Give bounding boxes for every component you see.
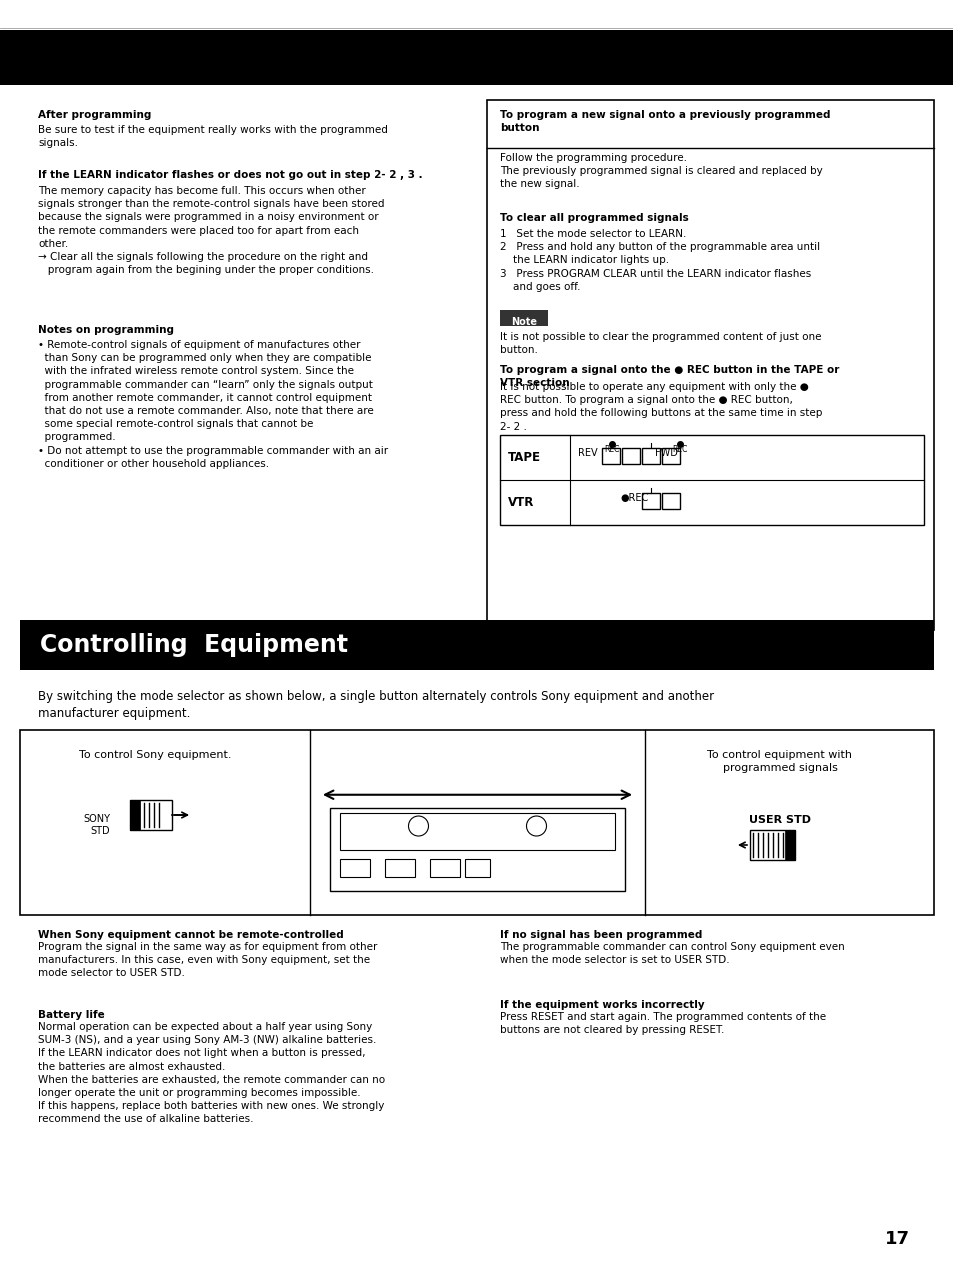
Text: Follow the programming procedure.
The previously programmed signal is cleared an: Follow the programming procedure. The pr…: [499, 153, 821, 190]
Text: To program a new signal onto a previously programmed
button: To program a new signal onto a previousl…: [499, 110, 830, 133]
Text: If the equipment works incorrectly: If the equipment works incorrectly: [499, 1000, 704, 1010]
Text: If the LEARN indicator flashes or does not go out in step 2- 2 , 3 .: If the LEARN indicator flashes or does n…: [38, 170, 422, 180]
Bar: [130, 799, 172, 830]
Text: SONY
STD: SONY STD: [83, 813, 110, 836]
Bar: [661, 492, 679, 509]
Text: Controlling  Equipment: Controlling Equipment: [40, 632, 348, 657]
Bar: [20, 620, 933, 669]
Bar: [464, 859, 490, 877]
Bar: [641, 448, 659, 464]
Bar: [499, 310, 547, 326]
Text: ●REC: ●REC: [619, 493, 648, 504]
Text: VTR: VTR: [507, 496, 534, 509]
Bar: [0, 31, 953, 85]
Text: To clear all programmed signals: To clear all programmed signals: [499, 213, 688, 223]
Bar: [601, 448, 619, 464]
Text: By switching the mode selector as shown below, a single button alternately contr: By switching the mode selector as shown …: [38, 690, 714, 720]
Text: It is not possible to operate any equipment with only the ●
REC button. To progr: It is not possible to operate any equipm…: [499, 382, 821, 432]
Text: The memory capacity has become full. This occurs when other
signals stronger tha: The memory capacity has become full. Thi…: [38, 186, 384, 275]
Bar: [430, 859, 459, 877]
Text: USER STD: USER STD: [748, 815, 810, 825]
Bar: [486, 99, 933, 630]
Text: TAPE: TAPE: [507, 451, 540, 464]
Bar: [784, 830, 794, 861]
Text: 17: 17: [884, 1230, 909, 1248]
Bar: [499, 435, 923, 525]
Text: FWD: FWD: [655, 449, 678, 459]
Bar: [621, 448, 639, 464]
Text: It is not possible to clear the programmed content of just one
button.: It is not possible to clear the programm…: [499, 332, 821, 356]
Text: To program a signal onto the ● REC button in the TAPE or
VTR section: To program a signal onto the ● REC butto…: [499, 365, 839, 388]
Text: If no signal has been programmed: If no signal has been programmed: [499, 929, 701, 940]
Text: REC: REC: [672, 445, 687, 454]
Bar: [130, 799, 140, 830]
Text: REC: REC: [603, 445, 619, 454]
Text: Battery life: Battery life: [38, 1010, 105, 1020]
Text: Be sure to test if the equipment really works with the programmed
signals.: Be sure to test if the equipment really …: [38, 125, 388, 148]
Text: To control Sony equipment.: To control Sony equipment.: [79, 750, 231, 760]
Bar: [385, 859, 415, 877]
Text: To control equipment with
programmed signals: To control equipment with programmed sig…: [707, 750, 852, 773]
Bar: [339, 859, 370, 877]
Text: Normal operation can be expected about a half year using Sony
SUM-3 (NS), and a : Normal operation can be expected about a…: [38, 1023, 385, 1125]
Text: When Sony equipment cannot be remote-controlled: When Sony equipment cannot be remote-con…: [38, 929, 343, 940]
Bar: [330, 807, 624, 891]
Text: Press RESET and start again. The programmed contents of the
buttons are not clea: Press RESET and start again. The program…: [499, 1012, 825, 1035]
Text: 1   Set the mode selector to LEARN.
2   Press and hold any button of the program: 1 Set the mode selector to LEARN. 2 Pres…: [499, 230, 820, 292]
Bar: [749, 830, 794, 861]
Text: Notes on programming: Notes on programming: [38, 325, 173, 335]
Text: • Remote-control signals of equipment of manufactures other
  than Sony can be p: • Remote-control signals of equipment of…: [38, 340, 388, 469]
Text: Program the signal in the same way as for equipment from other
manufacturers. In: Program the signal in the same way as fo…: [38, 942, 377, 978]
Bar: [641, 492, 659, 509]
Bar: [339, 812, 615, 850]
Text: The programmable commander can control Sony equipment even
when the mode selecto: The programmable commander can control S…: [499, 942, 843, 965]
Text: Note: Note: [511, 317, 537, 326]
Bar: [20, 731, 933, 915]
Text: REV: REV: [578, 449, 597, 459]
Text: After programming: After programming: [38, 110, 152, 120]
Bar: [661, 448, 679, 464]
